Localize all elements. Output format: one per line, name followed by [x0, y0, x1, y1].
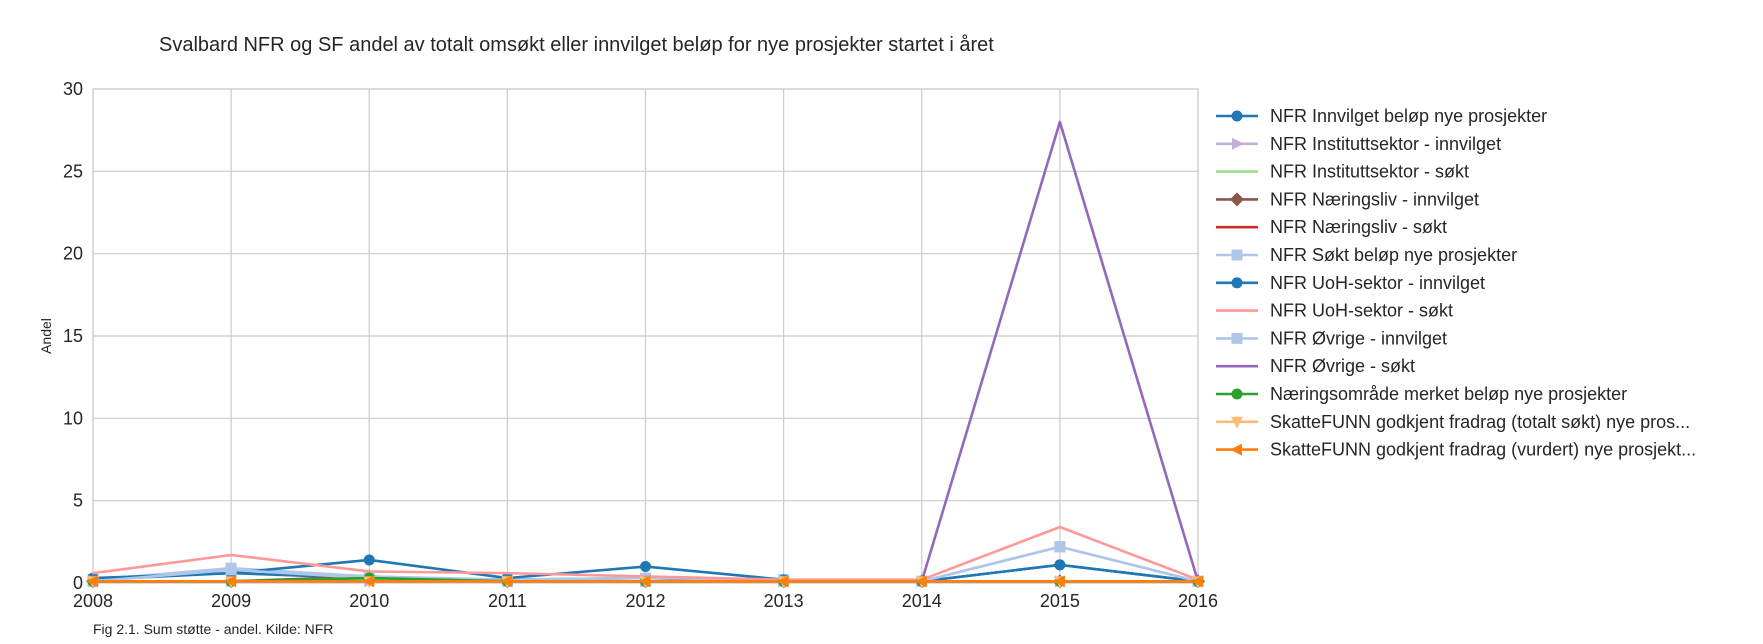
legend-item: NFR Næringsliv - søkt — [1216, 217, 1447, 237]
data-point — [914, 575, 927, 588]
data-point — [362, 575, 375, 588]
data-point — [1191, 575, 1203, 588]
y-tick-label: 15 — [63, 326, 83, 346]
y-tick-label: 25 — [63, 161, 83, 181]
x-tick-label: 2013 — [764, 591, 804, 611]
x-tick-label: 2011 — [488, 591, 527, 611]
legend-item: SkatteFUNN godkjent fradrag (totalt søkt… — [1216, 412, 1690, 432]
x-tick-label: 2010 — [349, 591, 389, 611]
legend-label: NFR Instituttsektor - innvilget — [1270, 134, 1501, 154]
legend-item: NFR Søkt beløp nye prosjekter — [1216, 245, 1517, 265]
legend-label: SkatteFUNN godkjent fradrag (vurdert) ny… — [1270, 440, 1696, 460]
data-point — [1231, 249, 1243, 261]
x-tick-label: 2015 — [1040, 591, 1080, 611]
legend-label: NFR UoH-sektor - innvilget — [1270, 273, 1485, 293]
data-point — [1230, 443, 1242, 456]
y-tick-label: 0 — [73, 573, 83, 593]
legend-label: NFR Øvrige - innvilget — [1270, 328, 1447, 348]
legend-label: NFR Søkt beløp nye prosjekter — [1270, 245, 1517, 265]
data-point — [1231, 416, 1243, 429]
y-tick-label: 30 — [63, 79, 83, 99]
legend-item: NFR Innvilget beløp nye prosjekter — [1216, 106, 1547, 126]
data-point — [224, 575, 237, 588]
legend-label: NFR Næringsliv - innvilget — [1270, 189, 1479, 209]
legend-item: NFR Næringsliv - innvilget — [1216, 189, 1479, 209]
legend-label: NFR Næringsliv - søkt — [1270, 217, 1447, 237]
legend-label: SkatteFUNN godkjent fradrag (totalt søkt… — [1270, 412, 1690, 432]
legend-label: NFR Instituttsektor - søkt — [1270, 162, 1469, 182]
legend-label: Næringsområde merket beløp nye prosjekte… — [1270, 384, 1627, 404]
data-point — [500, 575, 513, 588]
legend-item: NFR UoH-sektor - innvilget — [1216, 273, 1485, 293]
x-tick-label: 2014 — [902, 591, 942, 611]
data-point — [1052, 575, 1065, 588]
legend-item: NFR Instituttsektor - søkt — [1216, 162, 1469, 182]
legend-item: NFR Øvrige - innvilget — [1216, 328, 1447, 348]
data-point — [1232, 137, 1244, 150]
data-point — [776, 575, 789, 588]
data-point — [1230, 192, 1244, 207]
data-point — [638, 575, 651, 588]
y-axis-label: Andel — [38, 318, 54, 354]
y-tick-label: 20 — [63, 244, 83, 264]
data-point — [225, 564, 237, 576]
data-point — [1231, 277, 1243, 289]
legend-item: NFR Instituttsektor - innvilget — [1216, 134, 1501, 154]
legend: NFR Innvilget beløp nye prosjekter NFR In… — [1216, 106, 1696, 460]
data-point — [640, 561, 651, 573]
data-point — [1231, 388, 1243, 400]
figure-caption: Fig 2.1. Sum støtte - andel. Kilde: NFR — [93, 621, 334, 637]
x-tick-label: 2008 — [73, 591, 113, 611]
data-point — [1054, 541, 1066, 553]
legend-label: NFR Innvilget beløp nye prosjekter — [1270, 106, 1547, 126]
x-tick-label: 2016 — [1178, 591, 1218, 611]
data-point — [86, 575, 98, 588]
legend-label: NFR Øvrige - søkt — [1270, 356, 1415, 376]
legend-label: NFR UoH-sektor - søkt — [1270, 301, 1453, 321]
data-point — [1231, 110, 1243, 122]
axes: 2008 2009 2010 2011 2012 2013 2014 2015 20160510… — [38, 79, 1218, 611]
legend-item: SkatteFUNN godkjent fradrag (vurdert) ny… — [1216, 440, 1696, 460]
legend-item: Næringsområde merket beløp nye prosjekte… — [1216, 384, 1627, 404]
y-tick-label: 5 — [73, 491, 83, 511]
series-layer — [86, 120, 1205, 589]
x-tick-label: 2009 — [211, 591, 251, 611]
series-12 — [86, 575, 1203, 588]
legend-item: NFR UoH-sektor - søkt — [1216, 301, 1453, 321]
chart-title: Svalbard NFR og SF andel av totalt omsøk… — [159, 34, 994, 56]
data-point — [1231, 332, 1243, 344]
x-tick-label: 2012 — [625, 591, 665, 611]
grid-lines — [92, 88, 1199, 584]
data-point — [363, 554, 375, 566]
legend-item: NFR Øvrige - søkt — [1216, 356, 1415, 376]
data-point — [1054, 559, 1066, 571]
y-tick-label: 10 — [63, 408, 83, 428]
